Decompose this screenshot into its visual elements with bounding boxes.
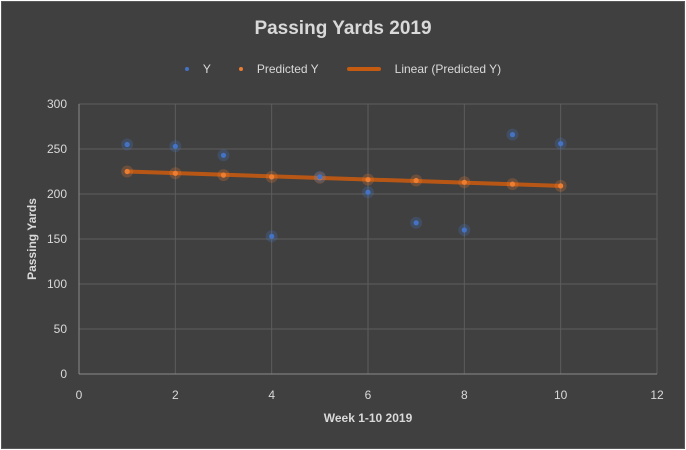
data-point-y (509, 132, 516, 138)
x-tick-label: 12 (650, 388, 664, 402)
y-tick-label: 250 (47, 142, 67, 156)
data-point-predicted-y (365, 177, 371, 183)
data-point-predicted-y (509, 181, 516, 187)
data-point-predicted-y (172, 170, 178, 176)
trendline-layer (125, 169, 563, 188)
trendline (125, 169, 563, 188)
gridlines (78, 103, 658, 375)
legend-label-y: Y (202, 62, 211, 76)
data-point-y (124, 141, 130, 148)
data-point-y (365, 189, 371, 195)
data-point-y (413, 220, 419, 226)
axes: 0 50 100 150 200 250 300 0 2 4 6 8 10 12 (47, 97, 664, 402)
x-tick-label: 6 (365, 388, 372, 402)
data-point-y (220, 152, 227, 158)
chart-title: Passing Yards 2019 (254, 18, 432, 39)
legend: Y Predicted Y Linear (Predicted Y) (2, 62, 684, 76)
x-tick-label: 4 (268, 388, 275, 402)
legend-item-y: Y (184, 62, 211, 76)
data-point-y (317, 174, 323, 180)
data-point-y (269, 233, 275, 239)
x-tick-label: 10 (554, 388, 568, 402)
data-point-predicted-y (220, 172, 227, 178)
data-point-predicted-y (124, 168, 130, 175)
legend-marker-y (184, 67, 189, 71)
y-tick-label: 200 (47, 187, 67, 201)
y-tick-label: 150 (47, 232, 67, 246)
data-point-predicted-y (558, 183, 564, 189)
y-tick-label: 300 (47, 97, 67, 111)
legend-label-trendline: Linear (Predicted Y) (394, 62, 502, 76)
y-tick-label: 100 (47, 277, 67, 291)
data-point-predicted-y (413, 177, 419, 184)
legend-item-trendline: Linear (Predicted Y) (346, 62, 502, 76)
data-point-predicted-y (269, 174, 275, 180)
data-point-predicted-y (461, 179, 467, 185)
legend-label-predicted-y: Predicted Y (256, 62, 319, 76)
legend-item-predicted-y: Predicted Y (238, 62, 319, 76)
data-point-y (558, 141, 564, 147)
x-tick-label: 0 (76, 388, 83, 402)
y-axis-title: Passing Yards (25, 198, 39, 280)
y-tick-label: 50 (54, 322, 68, 336)
x-axis-title: Week 1-10 2019 (324, 411, 413, 425)
x-tick-label: 8 (461, 388, 468, 402)
y-tick-label: 0 (60, 367, 67, 381)
legend-marker-predicted-y (238, 67, 243, 71)
points-layer (121, 128, 567, 243)
data-point-y (172, 143, 178, 149)
x-tick-label: 2 (172, 388, 179, 402)
data-point-y (461, 227, 467, 233)
legend-marker-trendline (346, 67, 381, 71)
